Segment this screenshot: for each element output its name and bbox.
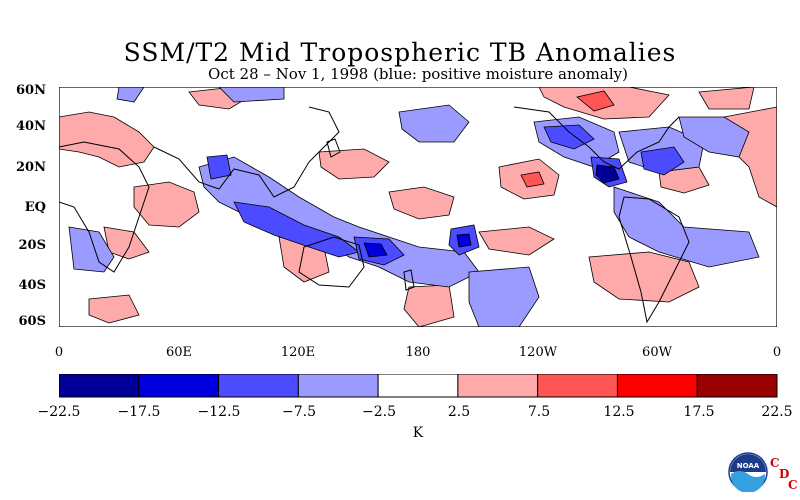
colorbar-swatch [218, 374, 299, 398]
coastline-africa [59, 141, 150, 273]
anomaly-region-blue [640, 146, 685, 176]
colorbar-swatch [138, 374, 220, 398]
coastline-new-zealand [403, 269, 415, 291]
anomaly-region-red [520, 171, 545, 188]
coastline-north-america [513, 106, 680, 170]
lon-label-0: 0 [54, 345, 64, 360]
noaa-logo: NOAA [728, 452, 768, 492]
colorbar-tick-label: −7.5 [282, 404, 316, 420]
anomaly-region-pink [388, 186, 455, 220]
anomaly-region-pink [59, 111, 155, 168]
colorbar-tick-label: −12.5 [197, 404, 241, 420]
map-subtitle: Oct 28 – Nov 1, 1998 (blue: positive moi… [208, 65, 628, 83]
lat-label-20s: 20S [18, 238, 46, 253]
coastline-australia [298, 236, 365, 288]
cdc-letter: C [770, 456, 780, 470]
colorbar-unit-label: K [412, 425, 424, 441]
colorbar-swatch [616, 374, 698, 398]
anomaly-region-lightblue [468, 266, 540, 327]
colorbar-tick-label: 17.5 [683, 404, 715, 420]
lon-label-60w: 60W [642, 345, 672, 360]
anomaly-map [59, 87, 777, 327]
colorbar-swatch [696, 374, 778, 398]
lon-label-120w: 120W [518, 345, 558, 360]
lon-label-120e: 120E [280, 345, 316, 360]
lat-label-40s: 40S [18, 278, 46, 293]
lat-label-60s: 60S [18, 314, 46, 329]
colorbar-tick-label: 22.5 [761, 404, 793, 420]
anomaly-region-blue [233, 201, 360, 258]
colorbar-swatch [297, 374, 379, 398]
anomaly-region-lightblue [398, 104, 470, 143]
coastline-japan [326, 138, 341, 158]
colorbar-tick-label: 12.5 [603, 404, 635, 420]
lon-label-180: 180 [405, 345, 431, 360]
colorbar-tick-label: −17.5 [117, 404, 161, 420]
coastline-asia [153, 106, 340, 198]
anomaly-region-lightblue [218, 87, 285, 103]
colorbar-swatch [457, 374, 539, 398]
anomaly-region-lightblue [68, 226, 115, 273]
cdc-letter: D [779, 467, 790, 481]
anomaly-region-darkblue [363, 242, 388, 258]
lat-label-eq: EQ [24, 200, 46, 215]
colorbar-tick-label: −22.5 [37, 404, 81, 420]
anomaly-region-pink [88, 294, 140, 324]
colorbar-swatch [59, 374, 140, 398]
anomaly-region-pink [588, 251, 700, 303]
positive-anomaly-regions [59, 87, 777, 327]
lat-label-40n: 40N [16, 119, 46, 134]
anomaly-region-red [576, 90, 615, 112]
noaa-logo-text: NOAA [737, 462, 760, 470]
anomaly-region-lightblue [116, 87, 145, 103]
anomaly-region-blue [206, 154, 232, 180]
cdc-letter: C [788, 478, 798, 492]
coastlines [59, 106, 777, 327]
lat-label-60n: 60N [16, 83, 46, 98]
anomaly-region-blue [543, 124, 595, 150]
anomaly-region-pink [133, 181, 200, 228]
anomaly-region-lightblue [678, 116, 750, 158]
colorbar-tick-label: 7.5 [527, 404, 551, 420]
lon-label-60e: 60E [165, 345, 193, 360]
coastline-south-america [618, 196, 690, 324]
colorbar-tick-label: 2.5 [447, 404, 471, 420]
anomaly-region-darkblue [595, 164, 620, 184]
colorbar-tick-label: −2.5 [362, 404, 396, 420]
anomaly-region-pink [478, 226, 555, 256]
colorbar-swatch [537, 374, 618, 398]
colorbar [59, 374, 778, 398]
colorbar-swatch [377, 374, 459, 398]
lat-label-20n: 20N [16, 160, 46, 175]
lon-label-0-east: 0 [772, 345, 782, 360]
anomaly-region-pink [698, 87, 755, 110]
map-title: SSM/T2 Mid Tropospheric TB Anomalies [123, 38, 677, 67]
anomaly-region-darkblue [456, 233, 472, 248]
anomaly-region-pink [318, 148, 390, 180]
